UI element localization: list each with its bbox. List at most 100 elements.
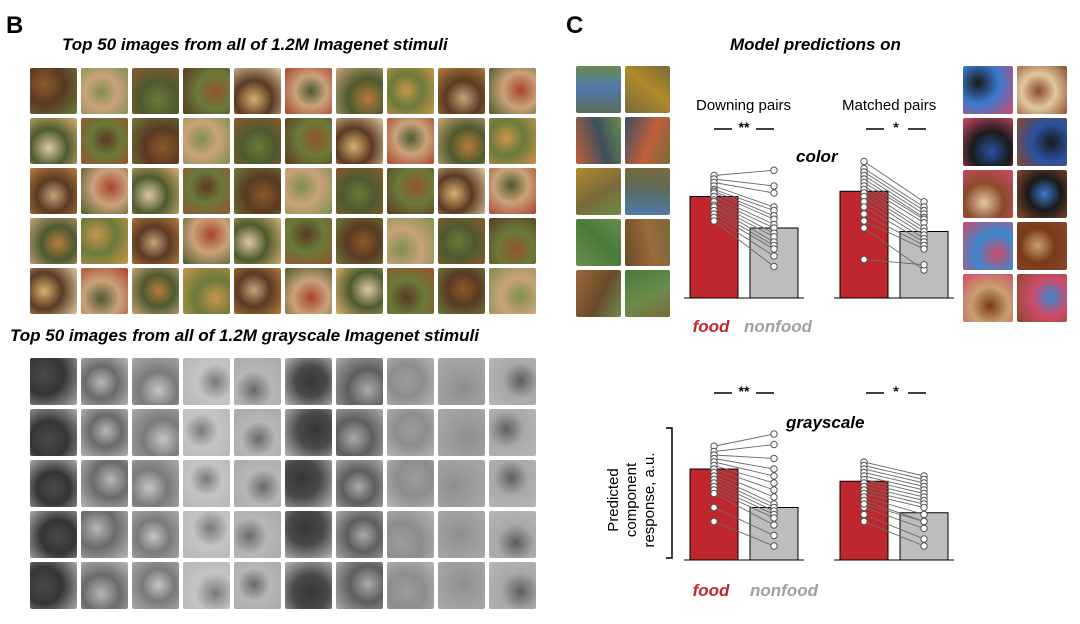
- grayscale-food-image-tile: [387, 511, 434, 558]
- food-image-tile: [489, 168, 536, 214]
- grayscale-food-image-tile: [285, 358, 332, 405]
- food-image-tile: [336, 118, 383, 164]
- pair-point-nonfood: [770, 493, 778, 501]
- pair-line: [863, 500, 925, 522]
- grayscale-food-image-tile: [30, 511, 77, 558]
- food-image-tile: [489, 218, 536, 264]
- food-image-tile: [132, 118, 179, 164]
- object-thumbnail: [963, 66, 1013, 114]
- pair-line: [863, 503, 925, 522]
- pair-line: [713, 521, 775, 547]
- food-image-tile: [438, 68, 485, 114]
- pair-point-nonfood: [770, 262, 778, 271]
- y-axis-label: Predicted component response, a.u.: [605, 452, 658, 547]
- food-image-tile: [30, 218, 77, 264]
- food-image-tile: [132, 168, 179, 214]
- food-image-tile: [285, 118, 332, 164]
- grayscale-food-image-tile: [81, 562, 128, 609]
- pair-line: [863, 201, 925, 239]
- food-image-tile: [81, 118, 128, 164]
- grayscale-food-image-tile: [183, 358, 230, 405]
- grayscale-food-image-tile: [30, 358, 77, 405]
- texture-thumbnail: [625, 66, 670, 113]
- food-image-tile: [336, 168, 383, 214]
- grayscale-image-grid: [30, 358, 536, 609]
- grayscale-food-image-tile: [30, 562, 77, 609]
- food-image-tile: [387, 218, 434, 264]
- pair-point-nonfood: [770, 245, 778, 253]
- grayscale-food-image-tile: [336, 460, 383, 507]
- ylabel-line-1: Predicted: [605, 468, 622, 531]
- label-nonfood-top: nonfood: [744, 317, 813, 336]
- grayscale-food-image-tile: [30, 409, 77, 456]
- grayscale-food-image-tile: [183, 511, 230, 558]
- sig-downing-gray: **: [739, 383, 750, 399]
- grayscale-food-image-tile: [132, 511, 179, 558]
- texture-thumbnail: [576, 270, 621, 317]
- pair-line: [863, 161, 925, 203]
- grayscale-food-image-tile: [30, 460, 77, 507]
- pair-line: [863, 489, 925, 505]
- pair-line: [863, 514, 925, 540]
- food-image-tile: [234, 68, 281, 114]
- pair-line: [713, 482, 775, 512]
- pair-line: [863, 461, 925, 477]
- pair-line: [713, 182, 775, 194]
- pair-line: [863, 182, 925, 220]
- pair-line: [863, 220, 925, 250]
- label-food-bottom: food: [693, 581, 730, 600]
- food-image-tile: [285, 268, 332, 314]
- grayscale-food-image-tile: [489, 358, 536, 405]
- food-image-tile: [285, 68, 332, 114]
- sig-downing-color: **: [739, 119, 750, 135]
- pair-line: [713, 486, 775, 515]
- texture-thumbnail: [625, 168, 670, 215]
- grayscale-food-image-tile: [81, 409, 128, 456]
- sig-matched-gray: *: [893, 383, 899, 399]
- food-image-tile: [336, 68, 383, 114]
- subtitle-downing: Downing pairs: [696, 97, 791, 114]
- grayscale-food-image-tile: [285, 409, 332, 456]
- food-image-tile: [438, 268, 485, 314]
- pair-line: [863, 479, 925, 494]
- grayscale-food-image-tile: [183, 562, 230, 609]
- label-grayscale: grayscale: [785, 413, 864, 432]
- pair-point-food: [860, 157, 868, 166]
- pair-line: [863, 468, 925, 484]
- pair-line: [713, 458, 775, 470]
- grayscale-food-image-tile: [285, 511, 332, 558]
- food-image-tile: [30, 168, 77, 214]
- grayscale-food-image-tile: [489, 460, 536, 507]
- pair-line: [863, 493, 925, 508]
- pair-line: [713, 507, 775, 536]
- pair-point-food: [860, 517, 868, 526]
- pair-point-nonfood: [920, 517, 928, 526]
- pair-line: [713, 433, 775, 447]
- pair-line: [713, 454, 775, 459]
- pair-point-nonfood: [770, 454, 778, 463]
- pair-line: [863, 196, 925, 236]
- food-image-tile: [234, 268, 281, 314]
- pair-point-nonfood: [920, 524, 928, 533]
- pair-line: [863, 507, 925, 529]
- food-image-tile: [336, 218, 383, 264]
- grayscale-food-image-tile: [132, 358, 179, 405]
- grayscale-food-image-tile: [336, 511, 383, 558]
- pair-point-nonfood: [770, 166, 778, 174]
- grayscale-food-image-tile: [183, 409, 230, 456]
- food-image-tile: [81, 68, 128, 114]
- grayscale-food-image-tile: [336, 358, 383, 405]
- food-image-tile: [438, 118, 485, 164]
- pair-point-nonfood: [770, 486, 778, 494]
- pair-point-nonfood: [920, 510, 928, 519]
- pair-line: [863, 227, 925, 271]
- grayscale-food-image-tile: [489, 562, 536, 609]
- pair-line: [713, 196, 775, 225]
- food-image-tile: [285, 168, 332, 214]
- pair-line: [863, 178, 925, 218]
- food-image-tile: [387, 268, 434, 314]
- food-image-tile: [183, 268, 230, 314]
- food-image-tile: [234, 168, 281, 214]
- pair-line: [713, 461, 775, 477]
- pair-point-food: [860, 510, 868, 519]
